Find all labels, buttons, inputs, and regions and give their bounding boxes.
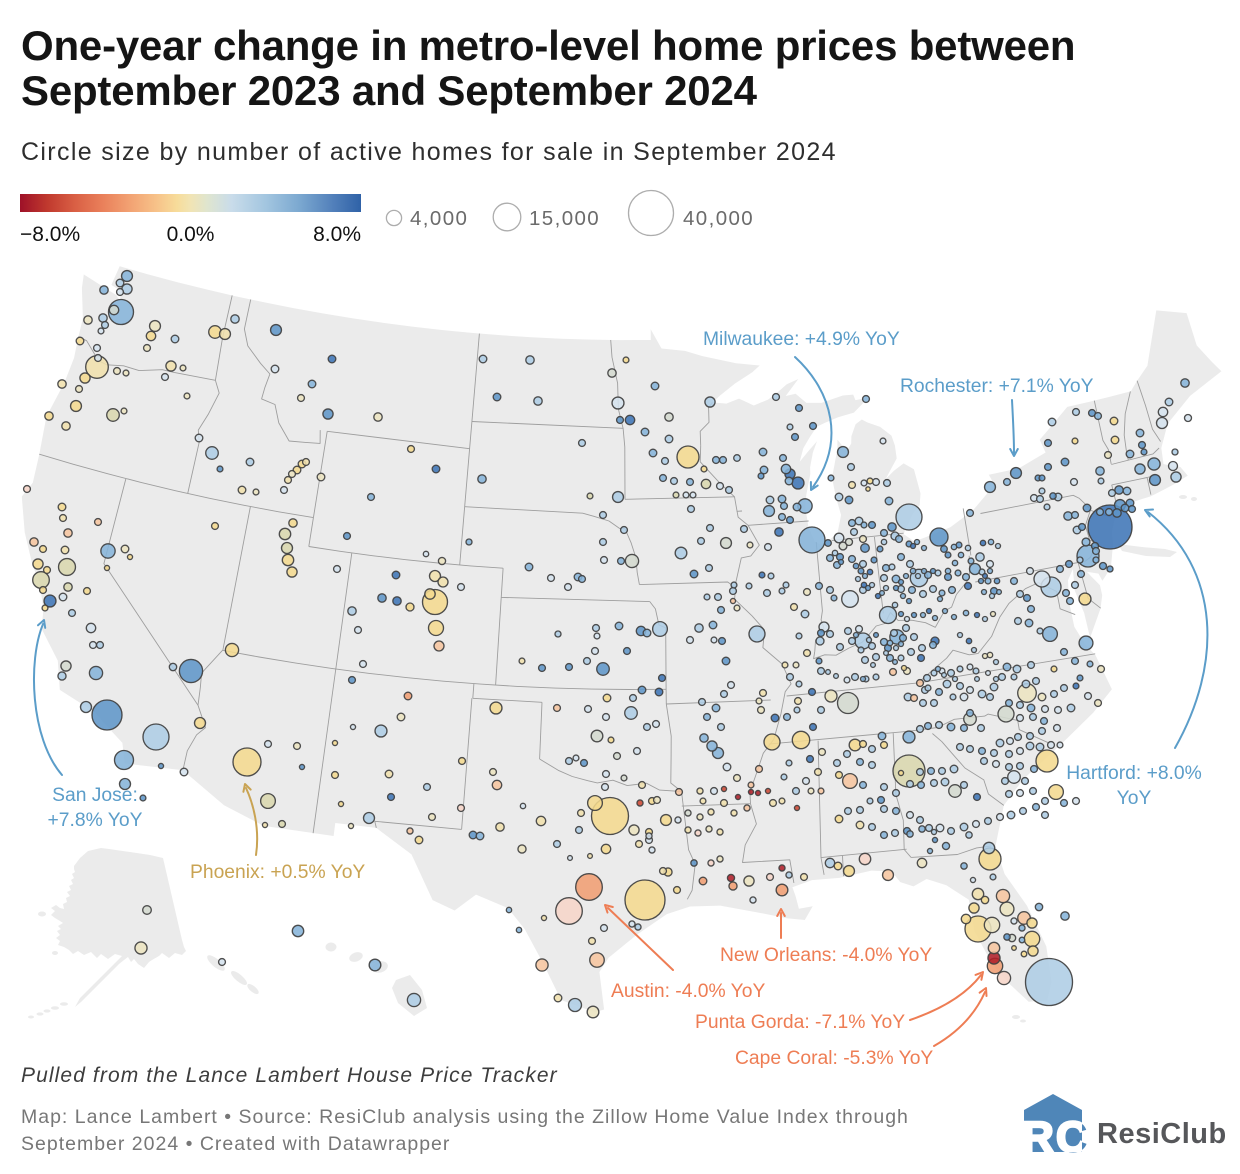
svg-text:C: C <box>1056 1113 1088 1162</box>
svg-text:C: C <box>1056 1113 1088 1162</box>
svg-text:R: R <box>1022 1113 1054 1162</box>
svg-text:ResiClub: ResiClub <box>1097 1118 1227 1150</box>
svg-text:R: R <box>1022 1113 1054 1162</box>
